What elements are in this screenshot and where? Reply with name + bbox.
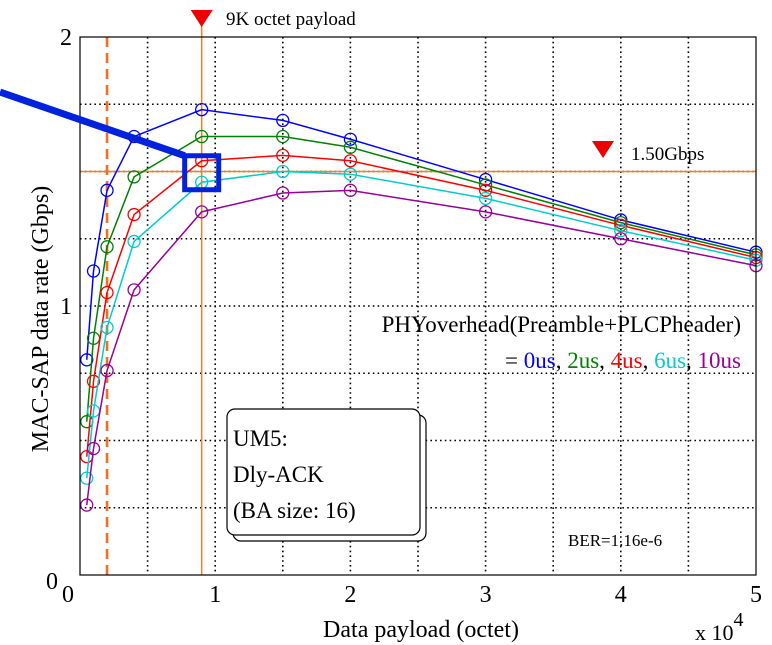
highlight-box xyxy=(182,153,222,193)
grid xyxy=(80,37,756,575)
data-point-0-5 xyxy=(276,113,290,128)
data-point-1-2 xyxy=(100,240,114,254)
phy-separator: , xyxy=(556,348,568,373)
data-point-4-2 xyxy=(100,363,114,378)
phy-values-label: = 0us, 2us, 4us, 6us, 10us xyxy=(505,348,741,373)
plot-frame xyxy=(79,36,757,576)
data-point-4-7 xyxy=(478,205,493,219)
phy-separator: , xyxy=(643,348,655,373)
phy-values-prefix: = xyxy=(505,348,524,373)
data-point-0-2 xyxy=(100,183,114,197)
y-axis-label: MAC-SAP data rate (Gbps) xyxy=(28,186,54,452)
phy-overhead-label: PHYoverhead(Preamble+PLCPheader) xyxy=(382,312,741,337)
data-point-2-2 xyxy=(100,285,114,300)
data-point-3-6 xyxy=(343,167,358,181)
x-multiplier-base: x 10 xyxy=(695,620,734,645)
rate-marker-icon xyxy=(592,141,614,158)
x-tick-label-2: 2 xyxy=(344,582,356,608)
data-point-4-1 xyxy=(86,441,101,456)
data-point-1-5 xyxy=(276,129,290,144)
y-tick-label-2: 2 xyxy=(60,25,72,51)
series-line-4 xyxy=(86,189,757,506)
x-tick-label-4: 4 xyxy=(615,582,627,608)
data-point-4-0 xyxy=(80,498,94,512)
data-point-3-7 xyxy=(478,191,493,206)
series-line-3 xyxy=(86,170,757,479)
series-group xyxy=(80,102,763,512)
x-multiplier-exp: 4 xyxy=(734,609,744,631)
data-point-0-4 xyxy=(195,102,209,117)
marker-group xyxy=(190,10,614,158)
phy-value-4: 10us xyxy=(698,348,742,373)
y-tick-label-0: 0 xyxy=(46,569,58,595)
series-line-1 xyxy=(86,135,757,422)
data-point-3-8 xyxy=(614,224,628,238)
x-tick-label-3: 3 xyxy=(480,582,492,608)
pointer-line xyxy=(0,88,186,160)
data-point-0-1 xyxy=(86,264,101,278)
config-box-line-3: (BA size: 16) xyxy=(233,498,356,523)
data-point-3-5 xyxy=(276,164,290,179)
data-point-2-6 xyxy=(343,154,358,168)
config-box-line-2: Dly-ACK xyxy=(233,462,324,487)
payload-marker-label: 9K octet payload xyxy=(226,9,356,30)
series-line-0 xyxy=(86,108,757,360)
data-point-1-4 xyxy=(195,129,209,144)
data-point-2-7 xyxy=(478,183,493,197)
phy-separator: , xyxy=(686,348,698,373)
data-point-0-0 xyxy=(80,353,94,367)
phy-separator: , xyxy=(599,348,611,373)
x-tick-label-0: 0 xyxy=(62,582,74,608)
config-box-frame xyxy=(226,408,421,536)
data-point-2-5 xyxy=(276,148,290,163)
highlight-group xyxy=(0,88,222,193)
x-multiplier-label: x 104 xyxy=(695,609,744,645)
y-tick-label-1: 1 xyxy=(60,294,72,320)
data-point-3-2 xyxy=(100,320,114,335)
data-point-4-6 xyxy=(343,183,358,197)
data-point-3-3 xyxy=(127,234,141,249)
ticks: 1 2 3 4 5 0 1 2 0 xyxy=(46,25,762,608)
data-point-4-3 xyxy=(127,283,141,297)
phy-value-3: 6us xyxy=(654,348,686,373)
x-tick-label-5: 5 xyxy=(750,582,762,608)
ber-label: BER=1.16e-6 xyxy=(568,531,662,550)
config-box-line-1: UM5: xyxy=(233,426,288,451)
phy-value-2: 4us xyxy=(611,348,643,373)
data-point-4-5 xyxy=(276,186,290,200)
data-point-3-0 xyxy=(80,471,94,485)
phy-value-0: 0us xyxy=(524,348,556,373)
data-point-4-4 xyxy=(195,205,209,219)
series-line-2 xyxy=(86,154,757,457)
x-tick-label-1: 1 xyxy=(209,582,221,608)
payload-marker-icon xyxy=(190,10,213,27)
x-axis-label: Data payload (octet) xyxy=(323,617,519,643)
data-point-1-3 xyxy=(127,170,141,184)
config-box: UM5: Dly-ACK (BA size: 16) xyxy=(226,408,427,542)
data-point-1-6 xyxy=(343,140,358,154)
data-point-4-8 xyxy=(614,232,628,246)
data-point-2-3 xyxy=(127,207,141,222)
data-point-2-1 xyxy=(86,374,101,388)
phy-value-1: 2us xyxy=(567,348,599,373)
data-point-0-6 xyxy=(343,132,358,146)
rate-marker-label: 1.50Gbps xyxy=(631,144,704,165)
